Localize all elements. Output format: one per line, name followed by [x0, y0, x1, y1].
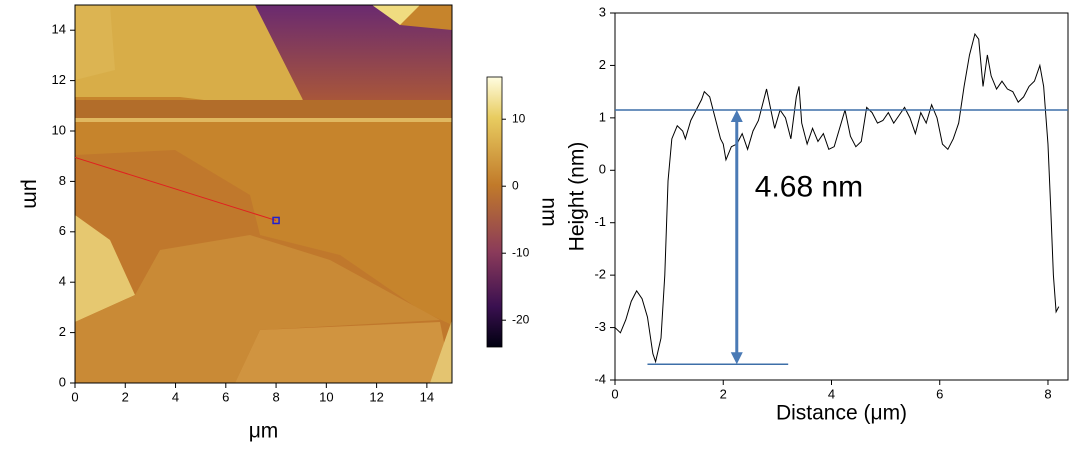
y-tick-label: 2: [599, 57, 606, 72]
x-tick-label: 6: [222, 389, 229, 404]
colorbar-tick-label: 0: [512, 178, 519, 192]
y-tick-label: 0: [599, 162, 606, 177]
x-tick-label: 0: [611, 386, 618, 401]
y-axis-label: μm: [19, 179, 42, 209]
y-tick-label: -2: [594, 267, 606, 282]
y-tick-label: -1: [594, 214, 606, 229]
colorbar-label: nm: [537, 197, 560, 226]
arrow-head: [730, 109, 743, 122]
profile-line: [74, 156, 277, 221]
x-tick-label: 2: [720, 386, 727, 401]
y-tick-label: 4: [59, 274, 66, 289]
plot-frame: [614, 12, 1069, 381]
x-tick-label: 8: [1044, 386, 1051, 401]
x-tick-label: 2: [122, 389, 129, 404]
y-tick-label: 10: [52, 122, 66, 137]
x-tick-label: 4: [828, 386, 835, 401]
x-tick-label: 6: [936, 386, 943, 401]
x-tick-label: 4: [172, 389, 179, 404]
y-tick-label: 6: [59, 223, 66, 238]
y-tick-label: 1: [599, 109, 606, 124]
x-axis-label: μm: [249, 420, 279, 443]
colorbar-tick-label: -10: [512, 245, 530, 259]
y-tick-label: -3: [594, 319, 606, 334]
afm-image: [75, 5, 452, 383]
y-tick-label: 3: [599, 4, 606, 19]
x-tick-label: 12: [369, 389, 383, 404]
y-tick-label: -4: [594, 371, 606, 386]
colorbar-tick-label: 10: [512, 111, 526, 125]
annotation: 4.68 nm: [755, 171, 863, 204]
x-tick-label: 8: [272, 389, 279, 404]
y-tick-label: 14: [52, 22, 66, 37]
x-tick-label: 0: [71, 389, 78, 404]
plot-frame: [74, 4, 453, 384]
y-axis-label: Height (nm): [566, 142, 589, 252]
x-tick-label: 10: [319, 389, 333, 404]
colorbar-tick-label: -20: [512, 312, 530, 326]
y-tick-label: 2: [59, 324, 66, 339]
colorbar: [486, 76, 503, 348]
y-tick-label: 8: [59, 173, 66, 188]
arrow-head: [730, 352, 743, 365]
x-axis-label: Distance (μm): [776, 402, 907, 425]
y-tick-label: 0: [59, 374, 66, 389]
profile-curve: [614, 32, 1060, 364]
profile-marker: [272, 216, 280, 225]
x-tick-label: 14: [420, 389, 434, 404]
y-tick-label: 12: [52, 72, 66, 87]
